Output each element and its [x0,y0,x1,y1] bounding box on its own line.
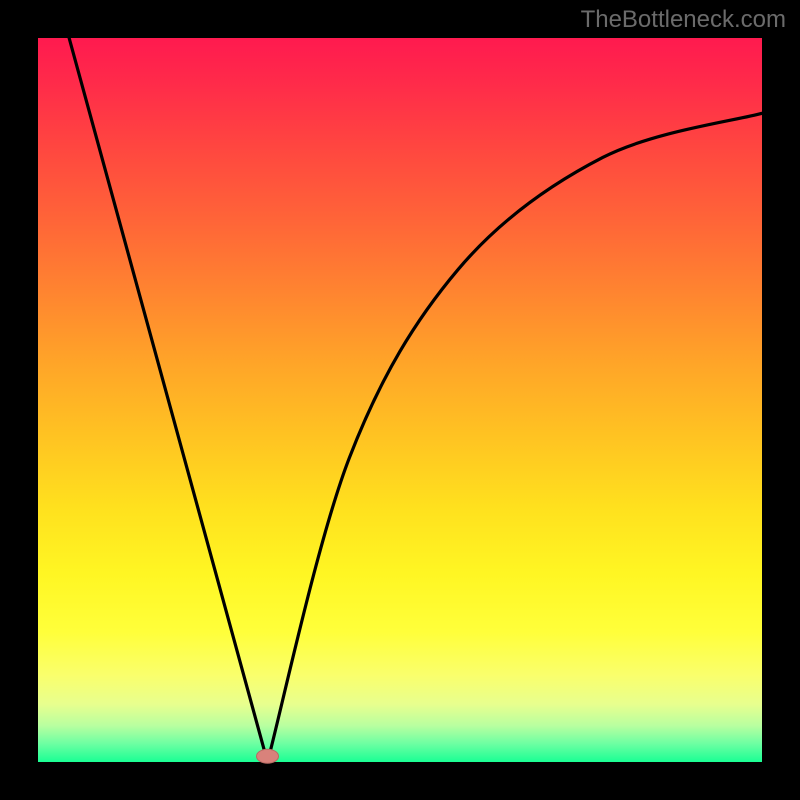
watermark-text: TheBottleneck.com [581,6,786,34]
chart-gradient-bg [38,38,762,762]
bottleneck-chart [0,0,800,800]
curve-minimum-marker [257,749,279,763]
